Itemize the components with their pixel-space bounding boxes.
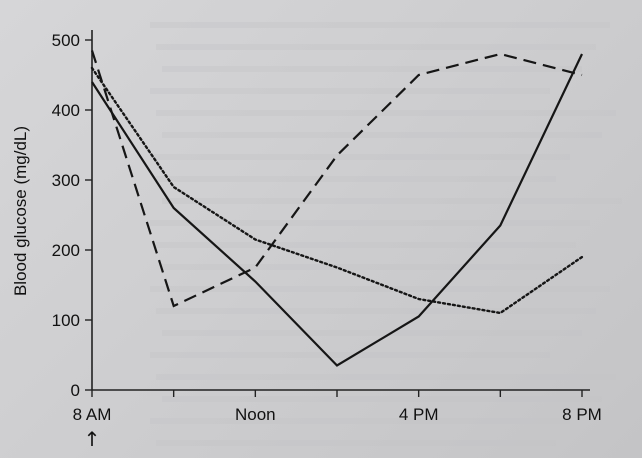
background-text-line xyxy=(162,264,562,270)
y-tick-label: 400 xyxy=(52,101,80,120)
x-tick-label: 8 PM xyxy=(562,405,602,424)
background-text-line xyxy=(162,198,622,204)
y-tick-label: 300 xyxy=(52,171,80,190)
background-text-line xyxy=(162,66,582,72)
background-page-texture xyxy=(150,22,622,446)
x-tick-label: 4 PM xyxy=(399,405,439,424)
start-arrow-annotation: ↑ xyxy=(84,427,101,451)
tick-labels: 0 100 200 300 400 500 8 AM Noon 4 PM 8 PM ↑ Blood g… xyxy=(11,31,602,451)
series-line-solid xyxy=(91,53,583,367)
background-text-line xyxy=(150,22,610,28)
background-text-line xyxy=(156,176,556,182)
background-text-line xyxy=(150,88,550,94)
background-text-line xyxy=(156,308,596,314)
axes xyxy=(85,30,590,397)
y-tick-label: 500 xyxy=(52,31,80,50)
y-tick-label: 100 xyxy=(52,311,80,330)
y-axis-label: Blood glucose (mg/dL) xyxy=(11,126,30,296)
x-tick-label: 8 AM xyxy=(73,405,112,424)
background-text-line xyxy=(156,110,616,116)
series-line-dashed xyxy=(90,50,583,308)
series-line-dotted xyxy=(90,66,584,315)
background-text-line xyxy=(156,242,576,248)
background-text-line xyxy=(156,374,616,380)
background-text-line xyxy=(156,440,556,446)
y-tick-label: 0 xyxy=(71,381,80,400)
x-tick-label: Noon xyxy=(235,405,276,424)
background-text-line xyxy=(150,286,610,292)
background-text-line xyxy=(162,396,602,402)
y-tick-label: 200 xyxy=(52,241,80,260)
background-text-line xyxy=(156,44,596,50)
background-text-line xyxy=(162,132,602,138)
background-text-line xyxy=(150,352,550,358)
series-lines xyxy=(90,50,584,367)
background-text-line xyxy=(150,418,570,424)
background-text-line xyxy=(150,154,570,160)
background-text-line xyxy=(150,220,590,226)
background-text-line xyxy=(162,330,582,336)
